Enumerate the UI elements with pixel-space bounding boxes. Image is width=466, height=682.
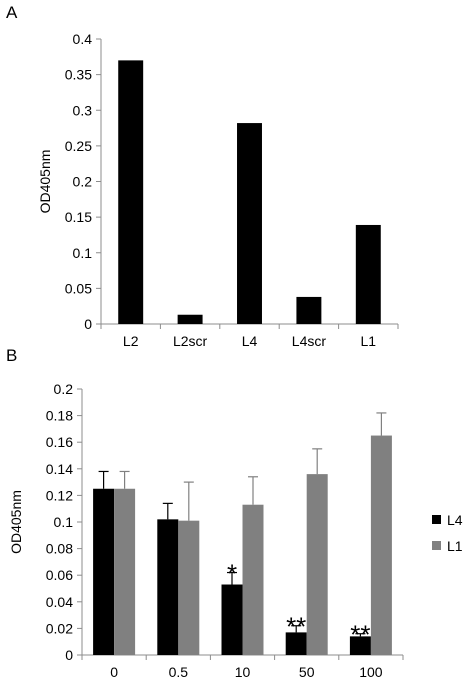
bar xyxy=(118,60,144,324)
y-tick-label: 0.3 xyxy=(73,102,93,118)
y-tick-label: 0.1 xyxy=(73,245,93,261)
y-tick-label: 0.1 xyxy=(54,514,74,530)
y-tick-label: 0.35 xyxy=(65,67,92,83)
panel-b-letter: B xyxy=(6,346,17,365)
y-tick-label: 0 xyxy=(65,647,73,663)
bar xyxy=(296,296,322,324)
x-tick-label: L2scr xyxy=(173,333,208,349)
x-tick-label: 0.5 xyxy=(169,664,189,680)
x-tick-label: 0 xyxy=(110,664,118,680)
bar-l4 xyxy=(221,584,243,655)
legend-swatch-l1 xyxy=(432,541,441,550)
x-tick-label: L2 xyxy=(123,333,139,349)
bar-l4 xyxy=(285,632,307,655)
bar-l1 xyxy=(114,488,136,655)
y-tick-label: 0.02 xyxy=(46,620,73,636)
y-tick-label: 0.05 xyxy=(65,280,92,296)
chart-a: 0 0.05 0.1 0.15 0.2 0.25 0.3 0.35 0.4 OD405nm L2 L2… xyxy=(37,31,399,349)
bar xyxy=(355,224,381,324)
y-tick-label: 0.12 xyxy=(46,487,73,503)
significance-mark: ** xyxy=(350,620,370,650)
y-tick-label: 0.2 xyxy=(73,174,93,190)
bar-l1 xyxy=(242,504,264,655)
y-tick-label: 0.14 xyxy=(46,461,73,477)
bar xyxy=(177,314,203,324)
bar-l4 xyxy=(157,519,179,655)
y-tick-label: 0.2 xyxy=(54,381,74,397)
y-tick-label: 0.16 xyxy=(46,434,73,450)
x-tick-label: L1 xyxy=(361,333,377,349)
x-tick-label: 10 xyxy=(235,664,251,680)
x-tick-label: 100 xyxy=(359,664,383,680)
y-axis-title: OD405nm xyxy=(8,490,24,554)
x-tick-label: L4 xyxy=(242,333,258,349)
bar xyxy=(237,123,262,324)
y-tick-label: 0.06 xyxy=(46,567,73,583)
significance-mark: * xyxy=(227,559,237,589)
x-tick-label: 50 xyxy=(299,664,315,680)
bar-l1 xyxy=(306,474,328,655)
significance-mark: ** xyxy=(286,612,306,642)
x-tick-label: L4scr xyxy=(292,333,327,349)
y-tick-label: 0.18 xyxy=(46,408,73,424)
bar-l4 xyxy=(349,636,371,655)
bar-l1 xyxy=(370,435,392,655)
panel-a-letter: A xyxy=(6,3,18,22)
y-tick-label: 0.04 xyxy=(46,594,73,610)
y-tick-label: 0.15 xyxy=(65,209,92,225)
y-tick-label: 0.08 xyxy=(46,541,73,557)
chart-b: 0 0.02 0.04 0.06 0.08 0.1 0.12 0.14 0.16 0.18 0.2 O… xyxy=(8,381,463,680)
bar-l4 xyxy=(93,488,115,655)
y-tick-label: 0.25 xyxy=(65,138,92,154)
bar-l1 xyxy=(178,520,200,655)
y-axis-title: OD405nm xyxy=(37,150,53,214)
y-tick-label: 0 xyxy=(84,316,92,332)
y-tick-label: 0.4 xyxy=(73,31,93,47)
legend-label-l1: L1 xyxy=(447,538,463,554)
legend-label-l4: L4 xyxy=(447,512,463,528)
legend-swatch-l4 xyxy=(432,515,441,524)
